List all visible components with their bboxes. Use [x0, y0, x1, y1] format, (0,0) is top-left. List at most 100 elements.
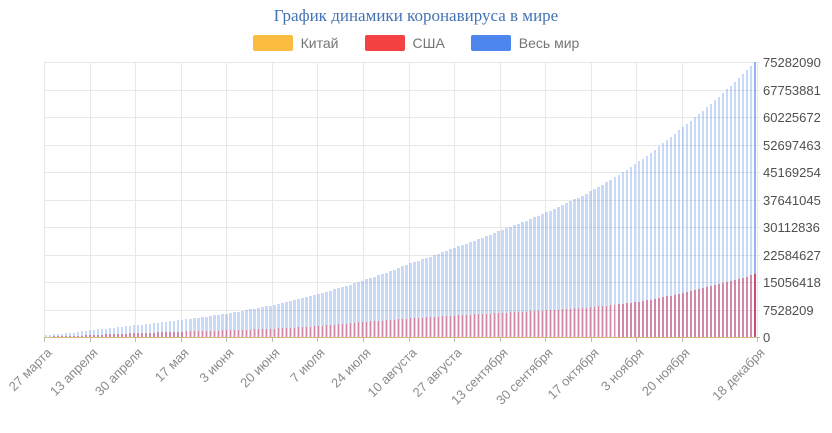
bar-usa [518, 312, 519, 337]
bar-usa [470, 315, 471, 337]
bar-usa [486, 314, 487, 337]
x-axis-tick-label: 3 ноября [559, 345, 647, 433]
y-axis-tick-label: 52697463 [763, 138, 832, 153]
h-gridline [44, 117, 760, 118]
bar-usa [374, 321, 375, 337]
y-axis-tick-label: 60225672 [763, 110, 832, 125]
x-axis-tick-label: 13 апреля [12, 345, 100, 433]
x-axis-tick [226, 338, 227, 342]
y-axis-tick-label: 67753881 [763, 83, 832, 98]
bar-usa [550, 310, 551, 337]
bar-usa [314, 326, 315, 337]
bar-usa [754, 274, 755, 337]
bar-usa [482, 314, 483, 337]
x-axis-tick [591, 338, 592, 342]
bar-usa [406, 319, 407, 337]
x-axis-tick [135, 338, 136, 342]
bar-usa [366, 322, 367, 337]
x-axis-tick [682, 338, 683, 342]
bar-usa [434, 317, 435, 337]
bar-usa [682, 293, 683, 337]
bar-usa [582, 308, 583, 337]
bar-usa [382, 321, 383, 337]
y-axis-tick-label: 75282090 [763, 55, 832, 70]
x-axis-tick [409, 338, 410, 342]
v-gridline [272, 62, 273, 337]
bar-usa [594, 307, 595, 337]
chart-legend: Китай США Весь мир [0, 34, 832, 52]
bar-usa [290, 328, 291, 337]
chart-title: График динамики коронавируса в мире [0, 6, 832, 26]
bar-usa [522, 312, 523, 337]
bar-usa [610, 305, 611, 337]
v-gridline [181, 62, 182, 337]
bar-usa [310, 327, 311, 337]
bar-usa [354, 323, 355, 337]
bar-usa [654, 299, 655, 337]
y-axis-tick-label: 0 [763, 330, 832, 345]
legend-item-world[interactable]: Весь мир [471, 35, 580, 51]
legend-item-usa[interactable]: США [365, 35, 445, 51]
bar-usa [450, 316, 451, 337]
bar-usa [442, 316, 443, 337]
bar-usa [570, 309, 571, 337]
y-axis-tick-label: 30112836 [763, 220, 832, 235]
bar-usa [702, 288, 703, 337]
x-axis-tick [757, 338, 758, 342]
bar-usa [386, 320, 387, 337]
bar-usa [674, 295, 675, 337]
bar-usa [694, 290, 695, 337]
bar-usa [506, 313, 507, 337]
bar-usa [634, 302, 635, 337]
bar-usa [678, 294, 679, 337]
bar-usa [362, 322, 363, 337]
x-axis-tick-label: 10 августа [331, 345, 419, 433]
bar-usa [750, 275, 751, 337]
bar-usa [410, 318, 411, 337]
bar-usa [618, 304, 619, 337]
bar-usa [294, 328, 295, 337]
bar-usa [474, 314, 475, 337]
bar-usa [698, 289, 699, 337]
x-axis-tick-label: 20 июня [194, 345, 282, 433]
bar-usa [346, 324, 347, 337]
bar-usa [454, 316, 455, 337]
x-axis-tick [500, 338, 501, 342]
v-gridline [135, 62, 136, 337]
bar-usa [666, 296, 667, 337]
v-gridline [226, 62, 227, 337]
x-axis-tick-label: 30 апреля [57, 345, 145, 433]
bar-usa [498, 313, 499, 337]
bar-usa [398, 319, 399, 337]
bar-usa [322, 326, 323, 337]
v-gridline [90, 62, 91, 337]
y-axis-tick-label: 37641045 [763, 193, 832, 208]
legend-item-china[interactable]: Китай [253, 35, 339, 51]
bar-usa [422, 318, 423, 337]
bar-usa [686, 292, 687, 337]
v-gridline [757, 62, 758, 337]
bar-usa [534, 311, 535, 337]
bar-usa [390, 320, 391, 337]
bar-usa [394, 320, 395, 337]
x-axis-tick [90, 338, 91, 342]
bar-usa [478, 314, 479, 337]
x-axis-tick [636, 338, 637, 342]
bar-usa [658, 298, 659, 337]
x-axis-tick [363, 338, 364, 342]
bar-usa [302, 327, 303, 337]
bar-usa [338, 324, 339, 337]
bar-usa [586, 308, 587, 337]
bar-usa [598, 306, 599, 337]
bar-usa [510, 312, 511, 337]
bar-usa [466, 315, 467, 337]
x-axis-tick-label: 17 мая [103, 345, 191, 433]
bar-usa [494, 313, 495, 337]
bar-usa [342, 324, 343, 337]
x-axis-tick-label: 17 октября [513, 345, 601, 433]
bar-usa [458, 315, 459, 337]
bar-usa [730, 281, 731, 337]
bar-usa [558, 310, 559, 337]
bar-usa [742, 278, 743, 337]
bar-usa [350, 323, 351, 337]
